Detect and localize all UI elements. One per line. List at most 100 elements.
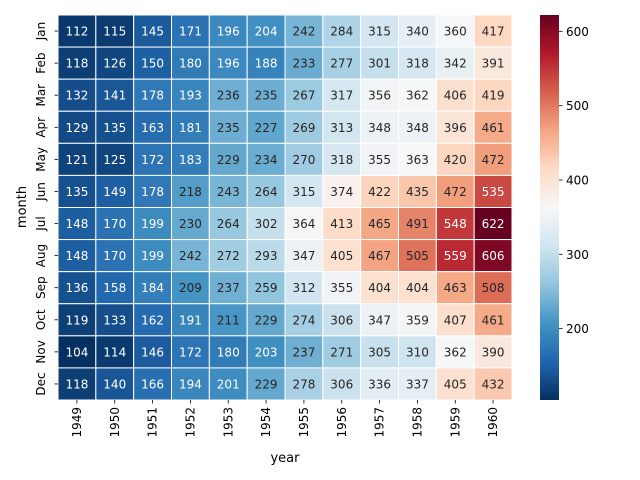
- cell-value-label: 419: [482, 89, 505, 103]
- cell-value-label: 467: [368, 249, 391, 263]
- x-tick-label: 1954: [259, 407, 273, 438]
- cell-value-label: 315: [292, 185, 315, 199]
- cell-value-label: 230: [179, 217, 202, 231]
- cell-value-label: 272: [217, 249, 240, 263]
- heatmap-cell: [322, 14, 362, 48]
- cell-value-label: 140: [103, 377, 126, 391]
- cell-value-label: 163: [141, 121, 164, 135]
- cell-value-label: 396: [444, 121, 467, 135]
- cell-value-label: 243: [217, 185, 240, 199]
- heatmap-cell: [57, 239, 97, 273]
- colorbar-tick-label: 200: [566, 322, 589, 336]
- cell-value-label: 355: [368, 153, 391, 167]
- cell-value-label: 405: [444, 377, 467, 391]
- y-axis-ticks: Jan Feb Mar Apr May Jun Jul Aug Sep Oct Nov Dec: [34, 22, 58, 396]
- heatmap-cell: [435, 142, 475, 176]
- heatmap-cell: [473, 78, 513, 112]
- cell-value-label: 112: [65, 25, 88, 39]
- cell-value-label: 178: [141, 89, 164, 103]
- heatmap-cell: [246, 14, 286, 48]
- heatmap-cell: [360, 207, 399, 241]
- cell-value-label: 172: [141, 153, 164, 167]
- cell-value-label: 135: [65, 185, 88, 199]
- heatmap-cell: [473, 271, 513, 305]
- cell-value-label: 548: [444, 217, 467, 231]
- heatmap-cell: [284, 367, 324, 401]
- heatmap-cell: [208, 142, 248, 176]
- cell-value-label: 148: [65, 217, 88, 231]
- heatmap-cell: [435, 239, 475, 273]
- heatmap-cell: [171, 78, 210, 112]
- cell-value-label: 234: [255, 153, 278, 167]
- cell-value-label: 362: [406, 89, 429, 103]
- heatmap-cell: [322, 46, 362, 80]
- cell-value-label: 461: [482, 121, 505, 135]
- cell-value-label: 406: [444, 89, 467, 103]
- heatmap-cell: [171, 239, 210, 273]
- heatmap-cell: [246, 142, 286, 176]
- cell-value-label: 293: [255, 249, 278, 263]
- cell-value-label: 312: [292, 281, 315, 295]
- heatmap-cell: [473, 239, 513, 273]
- cell-value-label: 136: [65, 281, 88, 295]
- heatmap-cell: [133, 239, 173, 273]
- cell-value-label: 119: [65, 313, 88, 327]
- heatmap-cell: [473, 110, 513, 144]
- heatmap-cell: [95, 303, 135, 337]
- cell-value-label: 302: [255, 217, 278, 231]
- cell-value-label: 264: [255, 185, 278, 199]
- cell-value-label: 170: [103, 217, 126, 231]
- cell-value-label: 413: [330, 217, 353, 231]
- heatmap-cell: [473, 174, 513, 209]
- cell-value-label: 211: [217, 313, 240, 327]
- cell-value-label: 188: [255, 57, 278, 71]
- heatmap-cell: [398, 14, 437, 48]
- heatmap-cell: [133, 335, 173, 369]
- cell-value-label: 340: [406, 25, 429, 39]
- cell-value-label: 606: [482, 249, 505, 263]
- cell-value-label: 218: [179, 185, 202, 199]
- cell-value-label: 183: [179, 153, 202, 167]
- heatmap-cell: [246, 174, 286, 209]
- heatmap-cell: [473, 207, 513, 241]
- cell-value-label: 146: [141, 345, 164, 359]
- cell-value-label: 348: [368, 121, 391, 135]
- heatmap-cell: [133, 207, 173, 241]
- cell-value-label: 420: [444, 153, 467, 167]
- heatmap-cell: [171, 207, 210, 241]
- heatmap-cell-labels: 112 115 145 171 196 204 242 284 315 340 360 417 118 1…: [65, 25, 504, 392]
- cell-value-label: 404: [368, 281, 391, 295]
- heatmap-cell: [322, 174, 362, 209]
- heatmap-cell: [398, 367, 437, 401]
- heatmap-cell: [360, 46, 399, 80]
- cell-value-label: 145: [141, 25, 164, 39]
- heatmap-cell: [171, 303, 210, 337]
- heatmap-cell: [473, 367, 513, 401]
- cell-value-label: 158: [103, 281, 126, 295]
- heatmap-cell: [95, 207, 135, 241]
- colorbar-tick-label: 400: [566, 174, 589, 188]
- cell-value-label: 121: [65, 153, 88, 167]
- cell-value-label: 233: [292, 57, 315, 71]
- cell-value-label: 463: [444, 281, 467, 295]
- y-tick-label: May: [34, 147, 48, 172]
- cell-value-label: 508: [482, 281, 505, 295]
- cell-value-label: 194: [179, 377, 202, 391]
- cell-value-label: 201: [217, 377, 240, 391]
- x-tick-label: 1952: [183, 407, 197, 438]
- cell-value-label: 274: [292, 313, 315, 327]
- heatmap-cell: [435, 335, 475, 369]
- cell-value-label: 360: [444, 25, 467, 39]
- x-tick-label: 1951: [146, 407, 160, 438]
- cell-value-label: 306: [330, 377, 353, 391]
- cell-value-label: 115: [103, 25, 126, 39]
- heatmap-cell: [398, 207, 437, 241]
- heatmap-cell: [284, 239, 324, 273]
- cell-value-label: 313: [330, 121, 353, 135]
- cell-value-label: 236: [217, 89, 240, 103]
- y-tick-label: Sep: [34, 276, 48, 299]
- heatmap-cell: [435, 46, 475, 80]
- cell-value-label: 132: [65, 89, 88, 103]
- cell-value-label: 181: [179, 121, 202, 135]
